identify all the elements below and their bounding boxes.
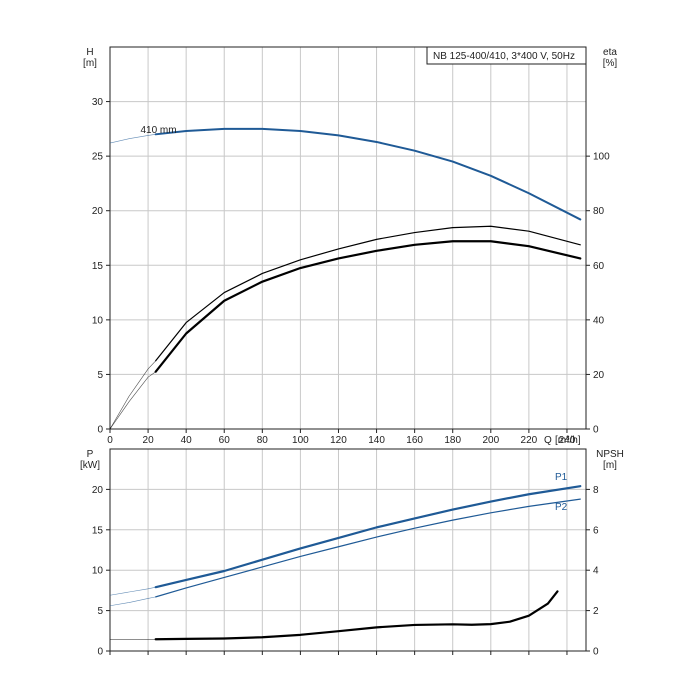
left-axis-label: H (86, 47, 93, 58)
left-tick-label: 25 (92, 152, 104, 163)
right-tick-label: 80 (593, 206, 605, 217)
right-axis-unit: [m] (603, 460, 617, 471)
series-line (155, 498, 581, 598)
x-tick-label: 120 (330, 435, 347, 446)
power-npsh-panel: 0 5 10 15 20 0 2 4 6 8 P[kW] NPSH[m] P1 P2 (80, 448, 624, 658)
left-tick-label: 0 (97, 647, 103, 658)
left-tick-label: 30 (92, 97, 104, 108)
right-tick-label: 60 (593, 261, 605, 272)
right-axis-label: eta (603, 47, 617, 58)
series-line (154, 240, 582, 373)
left-tick-label: 15 (92, 261, 104, 272)
left-tick-label: 5 (97, 370, 103, 381)
x-axis-label: Q (544, 435, 552, 446)
x-tick-label: 140 (368, 435, 385, 446)
plot-frame (109, 46, 587, 430)
right-tick-label: 4 (593, 566, 599, 577)
x-tick-label: 100 (292, 435, 309, 446)
left-axis-label: P (87, 449, 94, 460)
series-extension-line (109, 360, 156, 430)
left-tick-label: 5 (97, 606, 103, 617)
head-efficiency-panel: 0 20 40 60 80 100 120 140 160 180 200 220 2400510152… (83, 46, 618, 446)
right-tick-label: 20 (593, 370, 605, 381)
curve-annotation: 410 mm (140, 125, 176, 136)
series-line (154, 590, 559, 641)
x-tick-label: 220 (521, 435, 538, 446)
left-axis-unit: [m] (83, 58, 97, 69)
right-tick-label: 0 (593, 647, 599, 658)
x-tick-label: 80 (257, 435, 269, 446)
left-tick-label: 20 (92, 485, 104, 496)
right-tick-label: 2 (593, 606, 599, 617)
right-tick-label: 6 (593, 525, 599, 536)
left-tick-label: 20 (92, 206, 104, 217)
left-tick-label: 0 (97, 425, 103, 436)
x-tick-label: 40 (181, 435, 193, 446)
left-tick-label: 15 (92, 525, 104, 536)
x-tick-label: 240 (559, 435, 576, 446)
x-tick-label: 60 (219, 435, 231, 446)
title-box (426, 46, 587, 65)
right-tick-label: 40 (593, 315, 605, 326)
series-label: P1 (555, 472, 568, 483)
x-tick-label: 20 (143, 435, 155, 446)
series-extension-line (109, 586, 156, 596)
x-tick-label: 180 (444, 435, 461, 446)
x-tick-label: 200 (482, 435, 499, 446)
left-tick-label: 10 (92, 315, 104, 326)
left-axis-unit: [kW] (80, 460, 100, 471)
series-line (154, 485, 582, 589)
x-tick-label: 160 (406, 435, 423, 446)
x-axis-unit: [m³/h] (555, 435, 581, 446)
right-tick-label: 8 (593, 485, 599, 496)
chart-title: NB 125-400/410, 3*400 V, 50Hz (433, 51, 575, 62)
series-extension-line (109, 596, 156, 607)
right-tick-label: 100 (593, 152, 610, 163)
left-tick-label: 10 (92, 566, 104, 577)
right-axis-label: NPSH (596, 449, 624, 460)
series-line (154, 127, 582, 221)
series-extension-line (109, 134, 156, 144)
plot-frame (109, 448, 587, 652)
series-label: P2 (555, 502, 568, 513)
x-tick-label: 0 (107, 435, 113, 446)
series-line (155, 225, 581, 362)
series-extension-line (109, 371, 156, 430)
right-axis-unit: [%] (603, 58, 618, 69)
right-tick-label: 0 (593, 425, 599, 436)
